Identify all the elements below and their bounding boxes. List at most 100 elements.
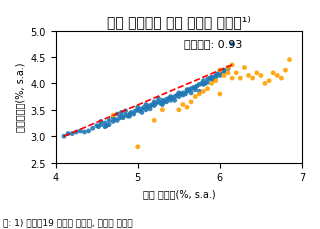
Point bbox=[170, 97, 175, 101]
Point bbox=[254, 72, 259, 75]
Point bbox=[191, 86, 196, 90]
Point bbox=[153, 102, 158, 106]
Point bbox=[102, 125, 108, 129]
Point bbox=[275, 74, 280, 78]
Point bbox=[115, 119, 120, 123]
Point bbox=[279, 77, 284, 81]
Point bbox=[112, 118, 117, 122]
Point bbox=[197, 93, 202, 96]
Point bbox=[168, 99, 173, 103]
Point bbox=[160, 109, 165, 112]
Point bbox=[184, 106, 189, 109]
Point bbox=[207, 77, 212, 81]
Point bbox=[184, 88, 189, 92]
X-axis label: 확장 실업률(%, s.a.): 확장 실업률(%, s.a.) bbox=[142, 188, 215, 198]
Point bbox=[217, 69, 222, 73]
Point bbox=[226, 66, 231, 70]
Point bbox=[194, 85, 199, 88]
Point bbox=[215, 73, 220, 76]
Point bbox=[176, 92, 181, 95]
Point bbox=[238, 77, 243, 81]
Point bbox=[175, 94, 180, 97]
Point bbox=[98, 123, 103, 127]
Point bbox=[229, 77, 235, 81]
Point bbox=[156, 101, 161, 104]
Point bbox=[176, 95, 181, 99]
Point bbox=[121, 116, 126, 120]
Text: 주: 1) 코로나19 이전은 파란색, 이후는 노란색: 주: 1) 코로나19 이전은 파란색, 이후는 노란색 bbox=[3, 218, 133, 227]
Point bbox=[107, 119, 112, 123]
Point bbox=[197, 83, 202, 87]
Point bbox=[123, 114, 128, 117]
Point bbox=[201, 79, 206, 83]
Point bbox=[221, 71, 227, 74]
Point bbox=[193, 86, 198, 90]
Point bbox=[283, 69, 288, 73]
Point bbox=[209, 78, 214, 82]
Point bbox=[152, 101, 157, 104]
Point bbox=[250, 77, 255, 81]
Point bbox=[152, 104, 157, 108]
Point bbox=[137, 109, 142, 113]
Point bbox=[213, 74, 218, 78]
Point bbox=[172, 95, 177, 99]
Point bbox=[205, 81, 210, 85]
Point bbox=[221, 74, 227, 78]
Point bbox=[123, 109, 128, 113]
Point bbox=[111, 116, 116, 120]
Point bbox=[131, 113, 136, 116]
Point bbox=[96, 125, 101, 129]
Point bbox=[82, 131, 87, 134]
Point bbox=[287, 59, 292, 62]
Point bbox=[271, 72, 276, 75]
Point bbox=[111, 114, 116, 117]
Point bbox=[180, 92, 186, 95]
Point bbox=[166, 97, 172, 101]
Point bbox=[217, 74, 222, 78]
Point bbox=[148, 107, 153, 111]
Point bbox=[178, 93, 183, 96]
Point bbox=[199, 82, 204, 86]
Point bbox=[117, 116, 122, 120]
Point bbox=[168, 95, 173, 99]
Point bbox=[234, 72, 239, 75]
Point bbox=[193, 88, 198, 92]
Point bbox=[135, 106, 140, 109]
Point bbox=[119, 111, 124, 115]
Point bbox=[78, 130, 83, 133]
Point bbox=[133, 109, 138, 113]
Point bbox=[188, 101, 194, 104]
Point bbox=[209, 82, 214, 86]
Point bbox=[226, 68, 231, 71]
Point bbox=[183, 93, 188, 96]
Point bbox=[229, 64, 235, 67]
Point bbox=[193, 95, 198, 99]
Point bbox=[66, 132, 71, 136]
Point bbox=[129, 111, 134, 115]
Point bbox=[127, 113, 132, 116]
Point bbox=[160, 103, 165, 107]
Point bbox=[156, 97, 161, 101]
Point bbox=[135, 145, 140, 149]
Text: 상관계수: 0.93: 상관계수: 0.93 bbox=[184, 39, 242, 49]
Point bbox=[98, 120, 103, 124]
Point bbox=[102, 122, 108, 125]
Point bbox=[139, 111, 144, 115]
Point bbox=[148, 104, 153, 108]
Point bbox=[111, 120, 116, 124]
Point bbox=[217, 93, 222, 96]
Point bbox=[164, 98, 169, 102]
Point bbox=[209, 76, 214, 79]
Point bbox=[139, 107, 144, 111]
Point bbox=[188, 92, 194, 95]
Point bbox=[242, 66, 247, 70]
Point bbox=[86, 130, 91, 133]
Point bbox=[115, 113, 120, 116]
Point bbox=[143, 109, 148, 112]
Point bbox=[61, 135, 67, 139]
Point bbox=[142, 106, 147, 109]
Point bbox=[201, 83, 206, 87]
Point bbox=[211, 78, 216, 82]
Point bbox=[188, 87, 194, 91]
Point bbox=[221, 69, 227, 73]
